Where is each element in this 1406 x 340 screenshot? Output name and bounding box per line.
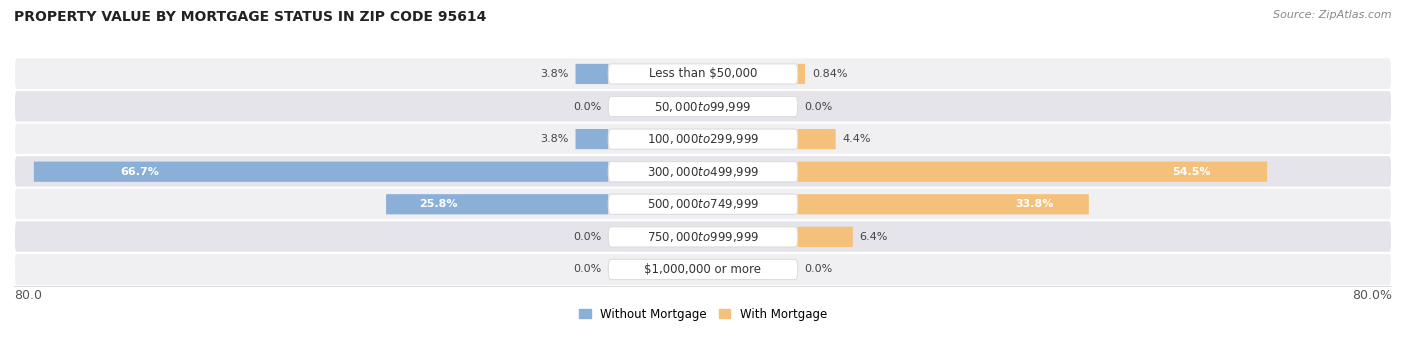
FancyBboxPatch shape xyxy=(14,220,1392,254)
Text: 80.0: 80.0 xyxy=(14,289,42,302)
Text: $50,000 to $99,999: $50,000 to $99,999 xyxy=(654,100,752,114)
Text: PROPERTY VALUE BY MORTGAGE STATUS IN ZIP CODE 95614: PROPERTY VALUE BY MORTGAGE STATUS IN ZIP… xyxy=(14,10,486,24)
Text: Source: ZipAtlas.com: Source: ZipAtlas.com xyxy=(1274,10,1392,20)
Text: 0.0%: 0.0% xyxy=(574,265,602,274)
FancyBboxPatch shape xyxy=(387,194,609,215)
FancyBboxPatch shape xyxy=(575,129,609,149)
FancyBboxPatch shape xyxy=(14,90,1392,123)
Text: 0.0%: 0.0% xyxy=(574,102,602,112)
FancyBboxPatch shape xyxy=(797,129,835,149)
Text: 3.8%: 3.8% xyxy=(540,69,568,79)
Text: 4.4%: 4.4% xyxy=(842,134,870,144)
FancyBboxPatch shape xyxy=(14,57,1392,90)
Text: 80.0%: 80.0% xyxy=(1353,289,1392,302)
Text: 0.0%: 0.0% xyxy=(804,102,832,112)
Text: Less than $50,000: Less than $50,000 xyxy=(648,67,758,81)
FancyBboxPatch shape xyxy=(609,129,797,149)
FancyBboxPatch shape xyxy=(797,162,1267,182)
Text: 0.0%: 0.0% xyxy=(804,265,832,274)
Text: 54.5%: 54.5% xyxy=(1173,167,1211,177)
Text: $300,000 to $499,999: $300,000 to $499,999 xyxy=(647,165,759,179)
FancyBboxPatch shape xyxy=(609,194,797,215)
FancyBboxPatch shape xyxy=(797,227,853,247)
FancyBboxPatch shape xyxy=(14,122,1392,156)
Text: 0.84%: 0.84% xyxy=(811,69,848,79)
FancyBboxPatch shape xyxy=(14,188,1392,221)
Text: 25.8%: 25.8% xyxy=(419,199,458,209)
FancyBboxPatch shape xyxy=(14,253,1392,286)
Text: 0.0%: 0.0% xyxy=(574,232,602,242)
Text: $100,000 to $299,999: $100,000 to $299,999 xyxy=(647,132,759,146)
Text: 33.8%: 33.8% xyxy=(1015,199,1054,209)
Text: $1,000,000 or more: $1,000,000 or more xyxy=(644,263,762,276)
FancyBboxPatch shape xyxy=(609,162,797,182)
Text: 66.7%: 66.7% xyxy=(120,167,159,177)
Text: 3.8%: 3.8% xyxy=(540,134,568,144)
FancyBboxPatch shape xyxy=(797,64,806,84)
Legend: Without Mortgage, With Mortgage: Without Mortgage, With Mortgage xyxy=(574,303,832,325)
FancyBboxPatch shape xyxy=(609,227,797,247)
FancyBboxPatch shape xyxy=(609,97,797,117)
FancyBboxPatch shape xyxy=(609,64,797,84)
Text: $750,000 to $999,999: $750,000 to $999,999 xyxy=(647,230,759,244)
FancyBboxPatch shape xyxy=(575,64,609,84)
FancyBboxPatch shape xyxy=(14,155,1392,188)
FancyBboxPatch shape xyxy=(34,162,609,182)
FancyBboxPatch shape xyxy=(609,259,797,279)
Text: 6.4%: 6.4% xyxy=(859,232,889,242)
FancyBboxPatch shape xyxy=(797,194,1088,215)
Text: $500,000 to $749,999: $500,000 to $749,999 xyxy=(647,197,759,211)
